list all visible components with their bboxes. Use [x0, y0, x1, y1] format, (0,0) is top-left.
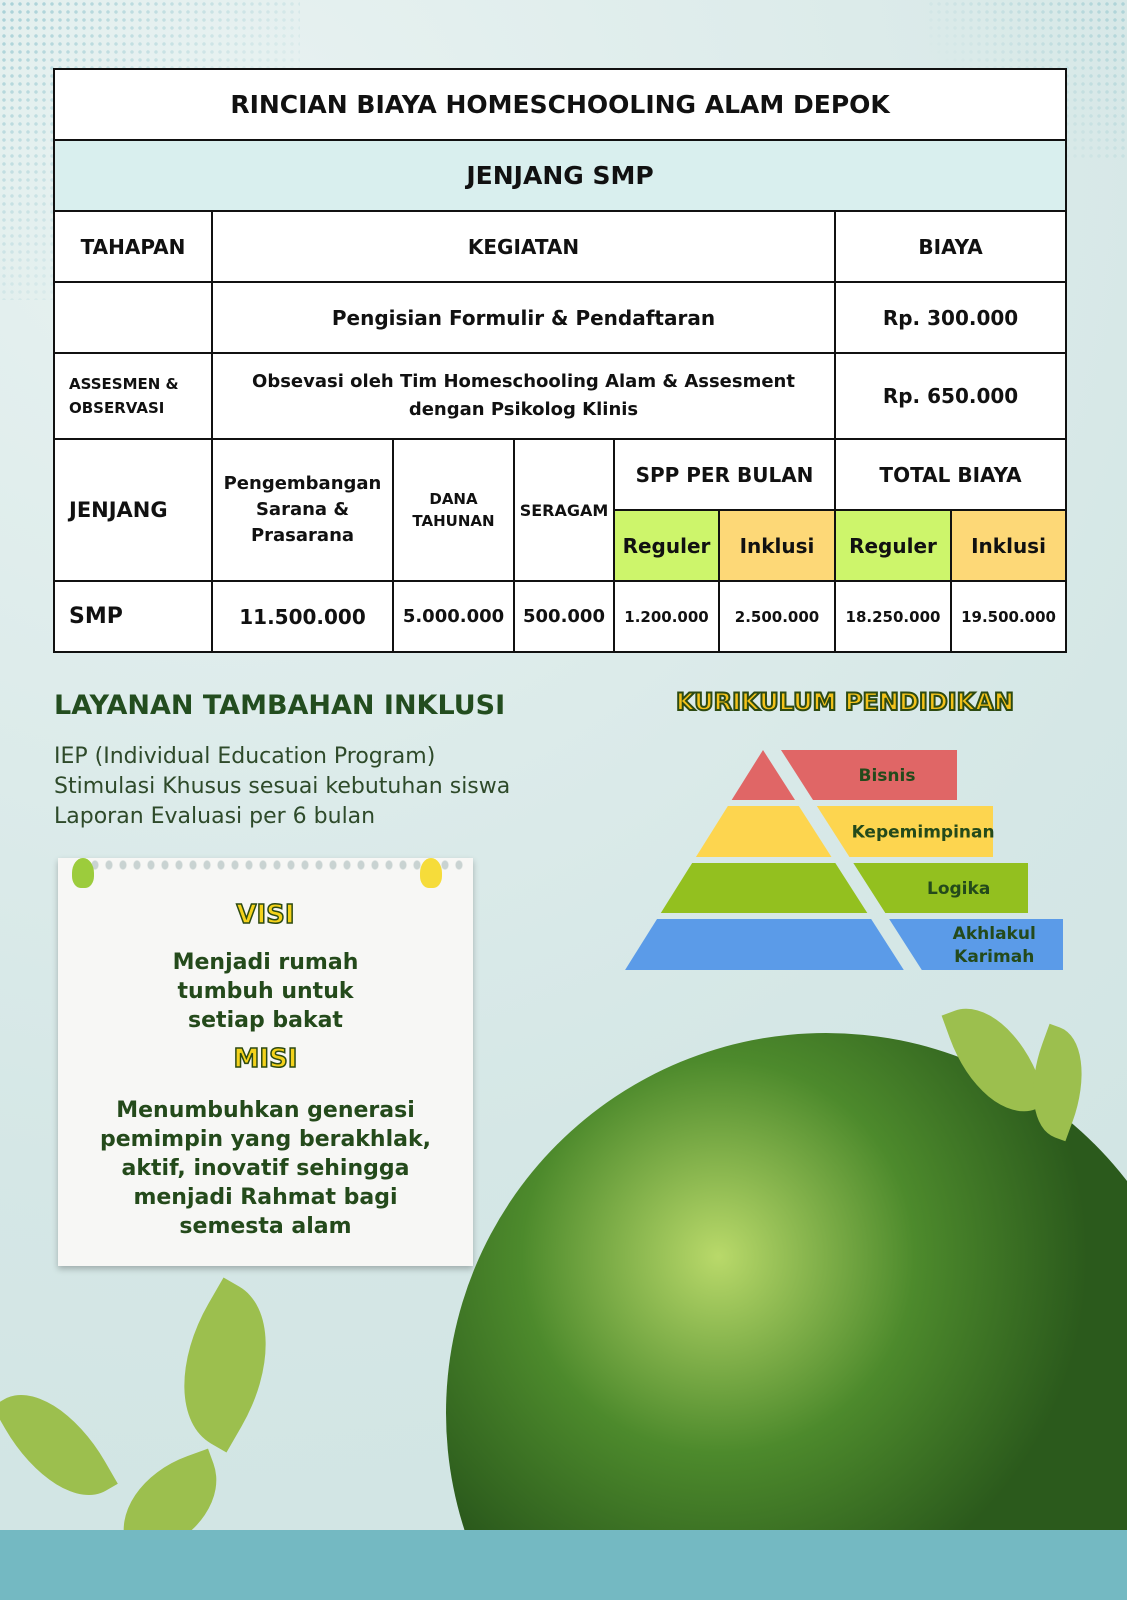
list-item: IEP (Individual Education Program)	[54, 744, 436, 769]
mission-text: Menumbuhkan generasi pemimpin yang berak…	[100, 1098, 431, 1239]
header-stage: TAHAPAN	[53, 210, 213, 283]
table-row: SMP 11.500.000 5.000.000 500.000 1.200.000 2.…	[53, 580, 1068, 653]
pyramid-left-segment	[625, 919, 904, 970]
pyramid-left-segment	[660, 863, 868, 913]
curriculum-pyramid: Bisnis Kepemimpinan Logika Akhlakul Karimah	[625, 750, 1063, 970]
fee-table: RINCIAN BIAYA HOMESCHOOLING ALAM DEPOK J…	[52, 68, 1068, 653]
pin-icon	[72, 858, 94, 888]
mission-title: MISI	[233, 1043, 298, 1075]
vision-text: Menjadi rumah tumbuh untuk setiap bakat	[172, 950, 359, 1033]
services-title: LAYANAN TAMBAHAN INKLUSI	[54, 690, 506, 721]
vision-mission-card: VISI Menjadi rumah tumbuh untuk setiap b…	[58, 856, 473, 1266]
pyramid-left-segment	[731, 750, 795, 800]
list-item: Stimulasi Khusus sesuai kebutuhan siswa	[54, 774, 511, 799]
pyramid-label-bar	[889, 919, 1063, 970]
list-item: Laporan Evaluasi per 6 bulan	[54, 804, 376, 829]
pin-icon	[420, 858, 442, 888]
pyramid-label-bar	[781, 750, 957, 800]
services-list: IEP (Individual Education Program) Stimu…	[54, 742, 510, 832]
table-row: ASSESMEN & OBSERVASI Obsevasi oleh Tim Ho…	[53, 352, 1068, 440]
footer-bar	[0, 1530, 1127, 1600]
pyramid-label: Logika	[927, 879, 990, 899]
pyramid-label-bar	[853, 863, 1028, 913]
header-activity: KEGIATAN	[211, 210, 836, 283]
header-cost: BIAYA	[833, 210, 1068, 283]
table-row: Pengisian Formulir & Pendaftaran Rp. 300.…	[53, 281, 1068, 354]
table-title: RINCIAN BIAYA HOMESCHOOLING ALAM DEPOK	[52, 68, 1068, 141]
pyramid-label: Bisnis	[859, 766, 916, 786]
pyramid-label-bar	[816, 806, 993, 857]
level-title: JENJANG SMP	[52, 139, 1068, 212]
pyramid-label: Kepemimpinan	[852, 823, 995, 843]
pyramid-label: Karimah	[954, 947, 1034, 967]
curriculum-title: KURIKULUM PENDIDIKAN	[675, 687, 1015, 717]
notebook-holes	[88, 856, 468, 874]
pyramid-label: Akhlakul	[953, 924, 1036, 944]
pyramid-left-segment	[695, 806, 832, 857]
vision-title: VISI	[236, 899, 296, 931]
